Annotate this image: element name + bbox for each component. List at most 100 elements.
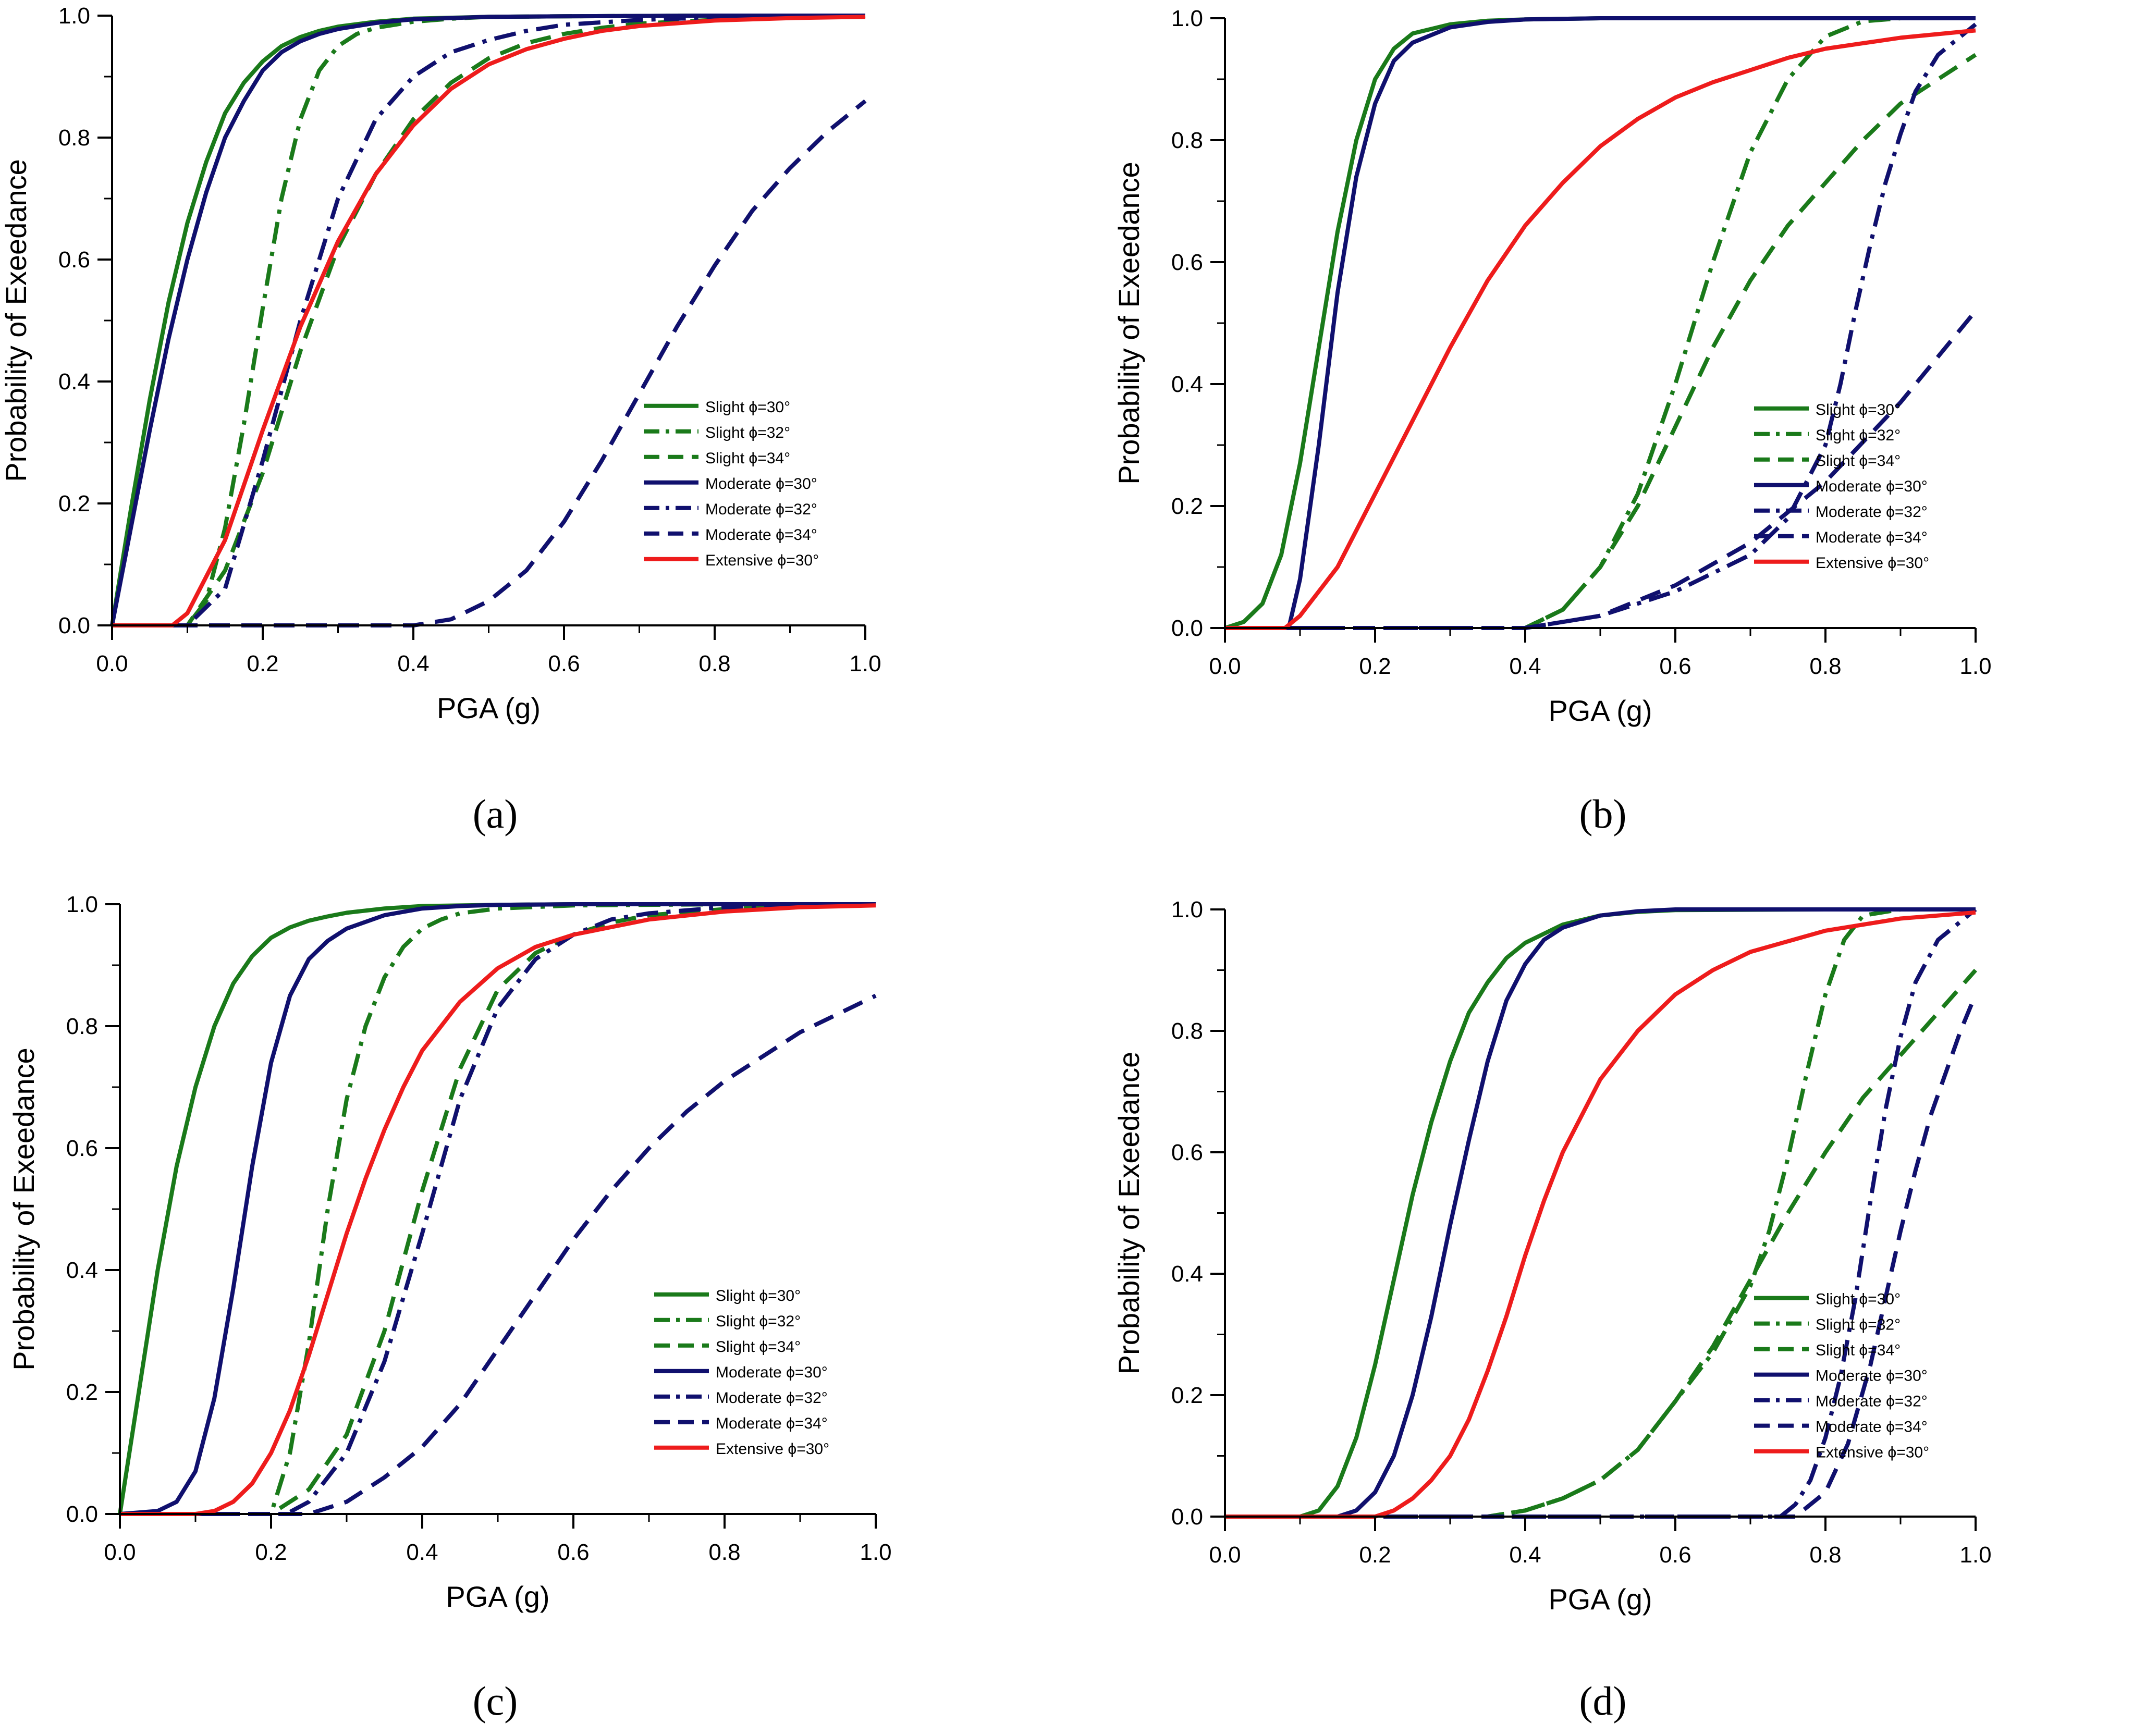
series-line-4 bbox=[119, 902, 876, 1516]
series-group bbox=[110, 14, 867, 627]
x-tick-label: 0.8 bbox=[1809, 654, 1841, 679]
y-tick-label: 0.6 bbox=[58, 247, 90, 273]
legend: Slight ϕ=30° Slight ϕ=32° Slight ϕ=34° Mode… bbox=[654, 1287, 829, 1458]
y-tick-label: 0.4 bbox=[66, 1258, 98, 1283]
y-tick-label: 0.2 bbox=[1171, 1383, 1203, 1408]
series-group bbox=[1225, 907, 1978, 1519]
y-axis-title: Probability of Exeedance bbox=[1112, 162, 1145, 485]
legend-label-6: Moderate ϕ=34° bbox=[716, 1415, 828, 1432]
x-tick-label: 0.2 bbox=[1359, 654, 1391, 679]
x-tick-label: 0.8 bbox=[708, 1540, 740, 1565]
series-line-5 bbox=[1225, 907, 1977, 1519]
y-tick-label: 0.6 bbox=[66, 1136, 98, 1161]
chart-panel-c: 0.0 0.2 0.4 0.6 0.8 1.0 0.0 0.2 0.4 0.6 0.8 1.0 PGA … bbox=[7, 892, 892, 1613]
legend-label-5: Moderate ϕ=32° bbox=[716, 1389, 828, 1407]
series-line-7 bbox=[120, 903, 876, 1516]
series-group bbox=[1224, 16, 1978, 630]
legend-label-1: Slight ϕ=30° bbox=[1816, 401, 1901, 418]
legend-label-7: Extensive ϕ=30° bbox=[716, 1440, 829, 1458]
y-tick-label: 0.0 bbox=[58, 613, 90, 638]
panel-label-b: (b) bbox=[1579, 791, 1627, 836]
panel-captions: (a) (b) (c) (d) bbox=[473, 791, 1627, 1723]
y-tick-label: 1.0 bbox=[1171, 897, 1203, 922]
series-line-7 bbox=[1225, 910, 1976, 1519]
legend-label-2: Slight ϕ=32° bbox=[1816, 427, 1901, 444]
legend-label-2: Slight ϕ=32° bbox=[716, 1313, 801, 1330]
x-tick-label: 0.2 bbox=[247, 651, 278, 676]
panel-label-d: (d) bbox=[1579, 1678, 1627, 1723]
series-line-7 bbox=[1225, 28, 1976, 630]
x-axis-title: PGA (g) bbox=[1548, 1583, 1652, 1616]
series-line-6 bbox=[112, 99, 867, 627]
legend-label-3: Slight ϕ=34° bbox=[705, 450, 790, 467]
series-line-3 bbox=[1225, 968, 1977, 1519]
legend-label-1: Slight ϕ=30° bbox=[705, 399, 790, 416]
legend-label-6: Moderate ϕ=34° bbox=[1816, 529, 1928, 546]
series-line-6 bbox=[1225, 310, 1978, 630]
chart-panel-b: 0.0 0.2 0.4 0.6 0.8 1.0 0.0 0.2 0.4 0.6 0.8 1.0 PGA … bbox=[1112, 6, 1992, 727]
series-line-5 bbox=[120, 902, 876, 1516]
series-line-2 bbox=[120, 902, 876, 1516]
legend-label-7: Extensive ϕ=30° bbox=[1816, 1444, 1929, 1461]
x-tick-label: 0.4 bbox=[1509, 1542, 1541, 1568]
legend-label-5: Moderate ϕ=32° bbox=[1816, 1393, 1928, 1410]
y-tick-label: 0.2 bbox=[66, 1380, 98, 1405]
legend-label-3: Slight ϕ=34° bbox=[716, 1338, 801, 1356]
y-tick-label: 1.0 bbox=[66, 892, 98, 917]
series-line-5 bbox=[112, 14, 866, 627]
x-tick-label: 1.0 bbox=[849, 651, 881, 676]
legend-label-6: Moderate ϕ=34° bbox=[1816, 1419, 1928, 1436]
y-tick-label: 1.0 bbox=[58, 3, 90, 29]
legend-label-4: Moderate ϕ=30° bbox=[1816, 478, 1928, 495]
legend-label-5: Moderate ϕ=32° bbox=[1816, 503, 1928, 521]
legend-label-1: Slight ϕ=30° bbox=[1816, 1291, 1901, 1308]
series-line-4 bbox=[110, 14, 865, 626]
series-line-6 bbox=[1225, 993, 1978, 1519]
legend-label-2: Slight ϕ=32° bbox=[1816, 1316, 1901, 1334]
legend-label-2: Slight ϕ=32° bbox=[705, 424, 790, 441]
x-tick-label: 1.0 bbox=[1959, 1542, 1991, 1568]
legend-label-4: Moderate ϕ=30° bbox=[716, 1364, 828, 1381]
legend: Slight ϕ=30° Slight ϕ=32° Slight ϕ=34° Mode… bbox=[644, 399, 819, 569]
legend-label-1: Slight ϕ=30° bbox=[716, 1287, 801, 1304]
x-tick-label: 0.0 bbox=[1209, 654, 1241, 679]
x-axis-title: PGA (g) bbox=[446, 1580, 549, 1613]
x-axis-title: PGA (g) bbox=[1548, 694, 1652, 727]
y-tick-label: 0.0 bbox=[1171, 615, 1203, 641]
x-tick-label: 1.0 bbox=[860, 1540, 891, 1565]
legend-label-5: Moderate ϕ=32° bbox=[705, 501, 817, 518]
y-axis-title: Probability of Exeedance bbox=[7, 1048, 40, 1371]
y-tick-label: 0.0 bbox=[66, 1501, 98, 1527]
x-tick-label: 0.4 bbox=[397, 651, 429, 676]
y-tick-label: 0.8 bbox=[58, 125, 90, 151]
legend-label-7: Extensive ϕ=30° bbox=[1816, 555, 1929, 572]
x-tick-label: 0.2 bbox=[255, 1540, 287, 1565]
legend: Slight ϕ=30° Slight ϕ=32° Slight ϕ=34° Mode… bbox=[1754, 1291, 1929, 1461]
y-tick-label: 0.8 bbox=[66, 1014, 98, 1039]
y-tick-label: 0.6 bbox=[1171, 1140, 1203, 1165]
x-tick-label: 0.0 bbox=[104, 1540, 136, 1565]
x-tick-label: 0.6 bbox=[1659, 1542, 1691, 1568]
x-tick-label: 0.0 bbox=[1209, 1542, 1241, 1568]
series-line-2 bbox=[1225, 907, 1976, 1519]
y-tick-label: 0.2 bbox=[1171, 494, 1203, 519]
y-axis-title: Probability of Exeedance bbox=[0, 159, 32, 482]
y-tick-label: 1.0 bbox=[1171, 6, 1203, 31]
chart-panel-a: 0.0 0.2 0.4 0.6 0.8 1.0 0.0 0.2 0.4 0.6 0.8 1.0 PGA … bbox=[0, 3, 881, 724]
y-axis-title: Probability of Exeedance bbox=[1112, 1052, 1145, 1375]
series-line-7 bbox=[112, 15, 866, 627]
legend-label-4: Moderate ϕ=30° bbox=[1816, 1368, 1928, 1385]
x-tick-label: 0.2 bbox=[1359, 1542, 1391, 1568]
x-tick-label: 0.8 bbox=[698, 651, 730, 676]
series-line-6 bbox=[120, 993, 877, 1516]
x-tick-label: 0.4 bbox=[406, 1540, 438, 1565]
y-tick-label: 0.0 bbox=[1171, 1504, 1203, 1530]
series-line-3 bbox=[1225, 53, 1977, 630]
x-tick-label: 0.6 bbox=[1659, 654, 1691, 679]
x-tick-label: 0.4 bbox=[1509, 654, 1541, 679]
y-tick-label: 0.4 bbox=[1171, 372, 1203, 397]
legend: Slight ϕ=30° Slight ϕ=32° Slight ϕ=34° Mode… bbox=[1754, 401, 1929, 572]
y-tick-label: 0.2 bbox=[58, 491, 90, 516]
series-group bbox=[118, 902, 877, 1516]
legend-label-4: Moderate ϕ=30° bbox=[705, 475, 817, 493]
